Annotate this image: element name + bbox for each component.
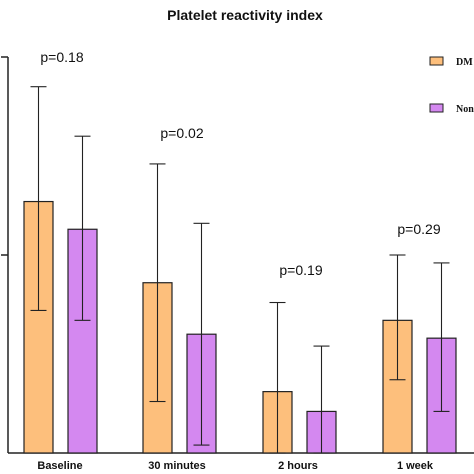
error-bar-dm-1 [149,163,166,403]
error-bar-dm-2 [269,301,286,454]
legend-label-non: Non [456,104,474,115]
error-bar-non-0 [74,135,91,321]
error-bar-dm-3 [389,254,406,381]
legend-swatch-non [429,103,444,113]
error-bar-dm-0 [30,86,47,311]
p-value-labels: p=0.18 p=0.02 p=0.19 p=0.29 [40,49,440,278]
x-tick-label: 1 week [397,460,434,472]
legend-swatch-dm [429,56,444,66]
bar-non-0 [67,228,98,454]
chart-title: Platelet reactivity index [167,7,323,23]
error-bar-non-3 [433,262,450,412]
error-bar-non-2 [313,345,330,454]
x-tick-label: 30 minutes [148,460,205,472]
x-tick-labels: Baseline 30 minutes 2 hours 1 week [37,460,434,472]
p-value-label: p=0.29 [397,221,440,237]
error-bars-group [30,86,450,454]
p-value-label: p=0.19 [279,262,322,278]
legend-label-dm: DM [456,57,473,68]
bars-group [23,200,457,454]
y-axis [1,56,9,453]
error-bar-non-1 [193,222,210,446]
legend: DM Non [429,56,474,115]
x-tick-label: Baseline [37,460,82,472]
x-tick-label: 2 hours [278,460,318,472]
p-value-label: p=0.02 [160,125,203,141]
p-value-label: p=0.18 [40,49,83,65]
